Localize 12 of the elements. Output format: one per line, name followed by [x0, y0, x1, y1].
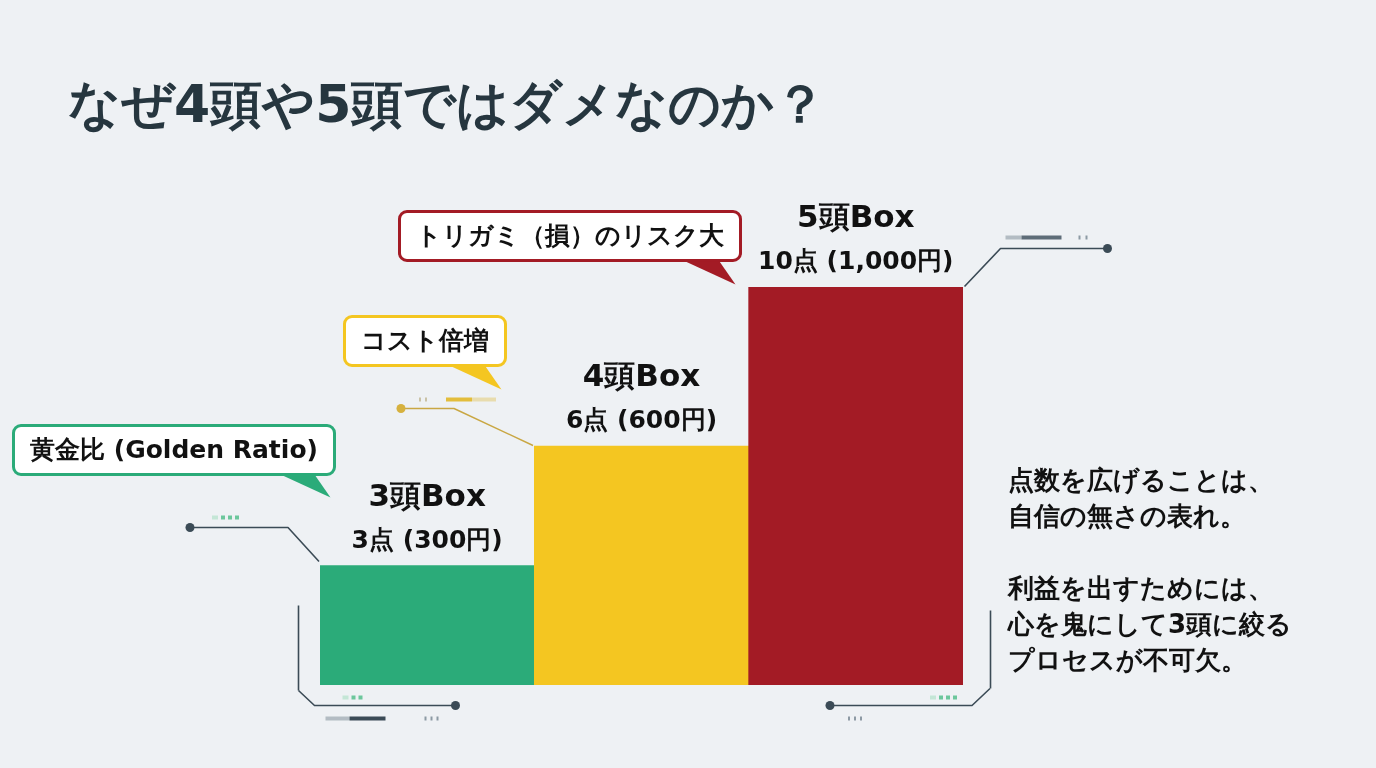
text: 利益を出すためには、心を鬼にして3頭に絞るプロセスが不可欠。 [1008, 572, 1294, 677]
data-label: 6点 (600円) [565, 405, 718, 435]
text: トリガミ（損）のリスク大 [397, 210, 742, 262]
data-label: 10点 (1,000円) [758, 246, 954, 275]
data-label: 3点 (300円) [351, 524, 503, 554]
x-tick-label: 4頭Box [582, 357, 701, 394]
text: 点数を広げることは、自信の無さの表れ。 [1008, 464, 1275, 533]
annotation: コスト倍増 [343, 315, 508, 368]
chart-title: なぜ4頭や5頭ではダメなのか？ [68, 73, 827, 136]
x-tick-label: 5頭Box [797, 198, 915, 234]
text: 黄金比 (Golden Ratio) [12, 423, 336, 476]
x-tick-label: 3頭Box [368, 476, 486, 513]
